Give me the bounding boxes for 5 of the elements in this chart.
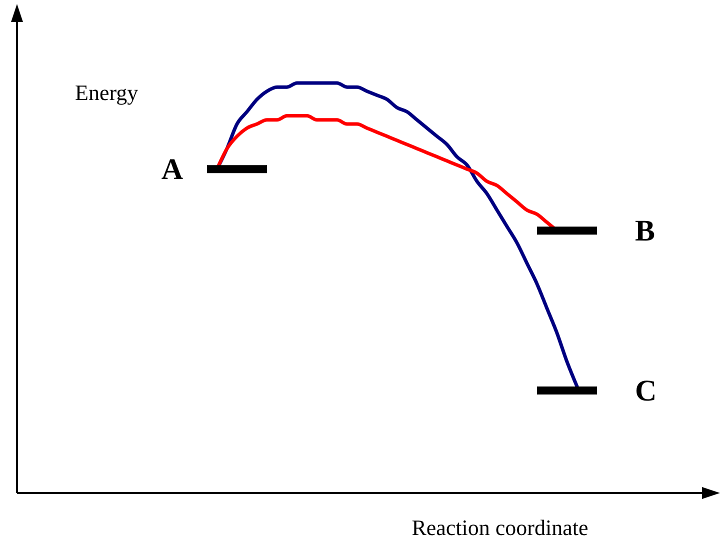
series-label: C: [635, 374, 657, 408]
y-axis-title: Energy: [75, 80, 138, 105]
x-axis-title: Reaction coordinate: [412, 515, 588, 540]
series-label: B: [635, 214, 656, 248]
series-label: A: [161, 153, 184, 186]
